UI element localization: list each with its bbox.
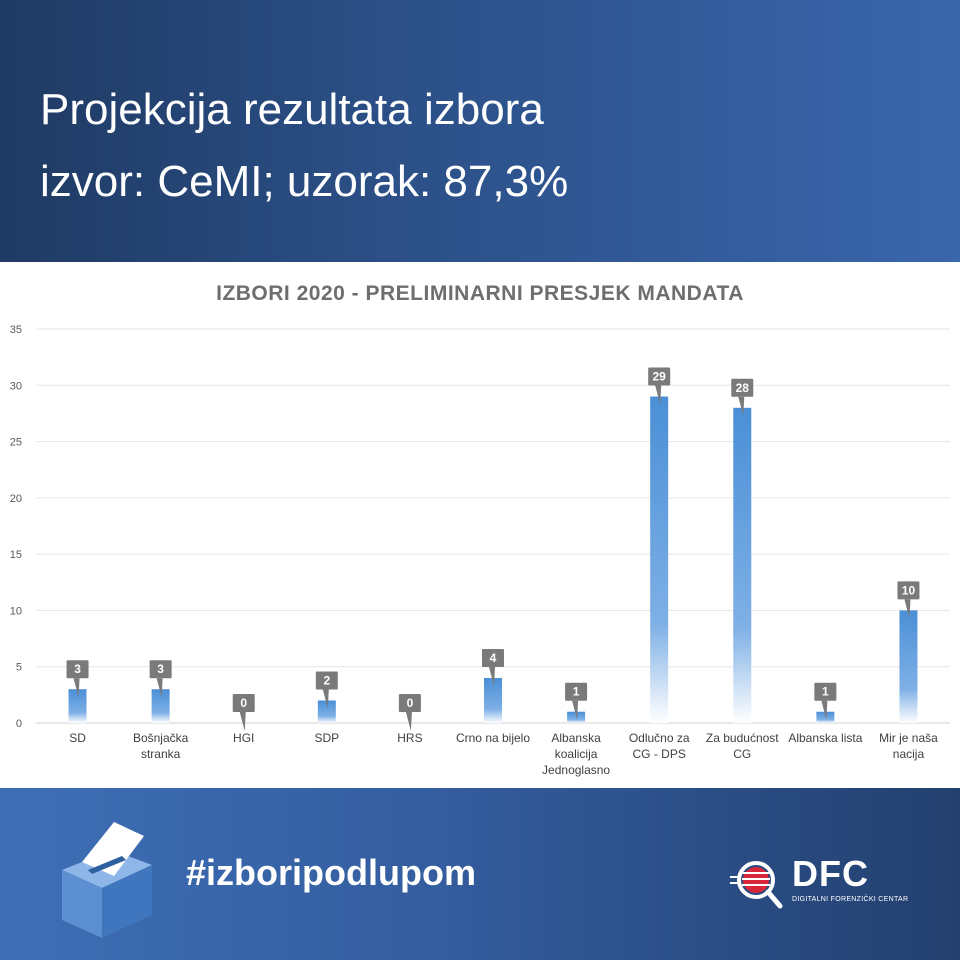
bar — [69, 689, 87, 723]
category-label-line: SDP — [314, 731, 339, 745]
category-label-line: HRS — [397, 731, 422, 745]
category-label-line: Albanska — [551, 731, 601, 745]
hashtag-text: #izboripodlupom — [186, 852, 476, 894]
category-label: HGI — [233, 731, 254, 745]
category-label-line: koalicija — [555, 747, 598, 761]
category-label: HRS — [397, 731, 422, 745]
category-label: SDP — [314, 731, 339, 745]
data-label-pointer — [406, 712, 412, 731]
category-label: Albanska lista — [788, 731, 862, 745]
y-tick-label: 10 — [10, 605, 22, 617]
category-label-line: CG - DPS — [633, 747, 686, 761]
category-label-line: HGI — [233, 731, 254, 745]
category-label: Albanska koalicija Jednoglasno — [542, 731, 610, 777]
data-label-text: 3 — [157, 662, 164, 676]
category-label-line: stranka — [141, 747, 181, 761]
data-label: 0 — [399, 694, 421, 731]
header-banner: Projekcija rezultata izbora izvor: CeMI;… — [0, 0, 960, 262]
y-tick-label: 0 — [16, 718, 22, 730]
data-label-text: 1 — [822, 685, 829, 699]
header-title: Projekcija rezultata izbora — [40, 82, 544, 138]
bar — [733, 408, 751, 723]
data-label-text: 3 — [74, 662, 81, 676]
category-label-line: Albanska lista — [788, 731, 862, 745]
category-label-line: CG — [733, 747, 751, 761]
logo-wordmark: DFC — [792, 854, 869, 894]
data-label-text: 28 — [736, 381, 750, 395]
y-tick-label: 5 — [16, 662, 22, 674]
category-label-line: SD — [69, 731, 86, 745]
category-label: Crno na bijelo — [456, 731, 530, 745]
y-tick-label: 15 — [10, 549, 22, 561]
data-label-text: 1 — [573, 685, 580, 699]
chart-panel: IZBORI 2020 - PRELIMINARNI PRESJEK MANDA… — [0, 262, 960, 788]
category-label: SD — [69, 731, 86, 745]
data-label-text: 2 — [323, 673, 330, 687]
category-label-line: Mir je naša — [879, 731, 938, 745]
magnifier-logo-icon — [730, 856, 786, 912]
y-tick-label: 30 — [10, 380, 22, 392]
bar — [484, 678, 502, 723]
category-label: Bošnjačka stranka — [133, 731, 189, 761]
bar — [650, 397, 668, 723]
category-label-line: Bošnjačka — [133, 731, 189, 745]
ballot-box-icon — [52, 810, 162, 940]
data-label-text: 10 — [902, 583, 916, 597]
category-label-line: Crno na bijelo — [456, 731, 530, 745]
category-label: Za budućnost CG — [706, 731, 779, 761]
bar — [152, 689, 170, 723]
category-label-line: nacija — [893, 747, 925, 761]
header-subtitle: izvor: CeMI; uzorak: 87,3% — [40, 154, 568, 210]
data-label-text: 29 — [653, 370, 667, 384]
data-label-pointer — [240, 712, 246, 731]
category-label-line: Odlučno za — [629, 731, 690, 745]
dfc-logo: DFC DIGITALNI FORENZIČKI CENTAR — [726, 854, 916, 914]
y-tick-label: 35 — [10, 324, 22, 336]
data-label: 0 — [233, 694, 255, 731]
y-tick-label: 20 — [10, 493, 22, 505]
footer-banner: #izboripodlupom DFC DIGITALNI FORENZIČKI… — [0, 788, 960, 960]
data-label-text: 4 — [490, 651, 497, 665]
data-label-text: 0 — [407, 696, 414, 710]
data-label-text: 0 — [240, 696, 247, 710]
category-label: Mir je naša nacija — [879, 731, 938, 761]
category-label-line: Za budućnost — [706, 731, 779, 745]
category-label-line: Jednoglasno — [542, 763, 610, 777]
bar — [899, 610, 917, 723]
logo-subtitle: DIGITALNI FORENZIČKI CENTAR — [792, 896, 908, 903]
y-tick-label: 25 — [10, 437, 22, 449]
category-label: Odlučno za CG - DPS — [629, 731, 690, 761]
